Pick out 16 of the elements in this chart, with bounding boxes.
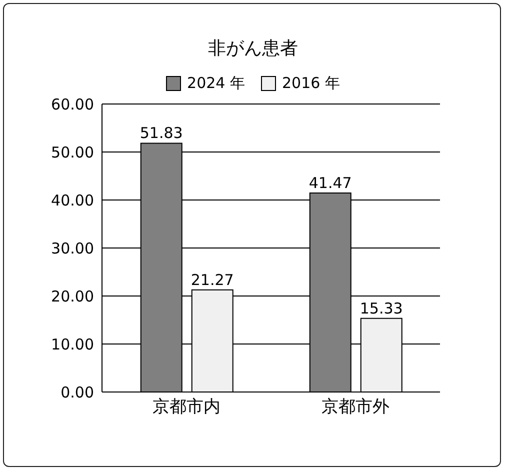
y-tick-label: 30.00 [51, 239, 94, 258]
y-tick-label: 20.00 [51, 287, 94, 306]
x-tick-label: 京都市内 [152, 397, 220, 418]
y-tick-label: 10.00 [51, 335, 94, 354]
x-tick-label: 京都市外 [322, 397, 390, 418]
y-tick-label: 0.00 [60, 383, 94, 402]
data-label: 21.27 [190, 270, 234, 289]
y-tick-label: 60.00 [51, 95, 94, 114]
chart-title: 非がん患者 [207, 37, 299, 60]
data-label: 41.47 [308, 174, 352, 192]
data-label: 51.83 [140, 124, 183, 142]
y-tick-label: 40.00 [51, 191, 94, 210]
legend-label: 2016 年 [282, 74, 340, 93]
data-label: 15.33 [360, 299, 403, 318]
y-tick-label: 50.00 [51, 143, 94, 162]
legend-label: 2024 年 [187, 74, 245, 93]
